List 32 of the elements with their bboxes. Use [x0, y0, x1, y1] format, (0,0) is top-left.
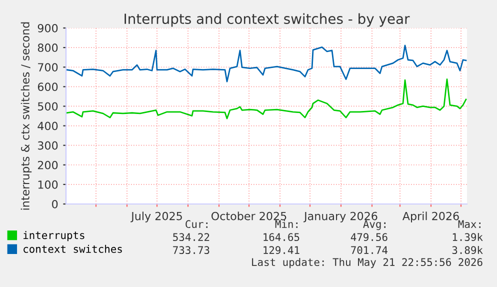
y-tick-label: 800 — [38, 44, 58, 52]
text: Last update: Thu May 21 22:55:56 2026 — [252, 258, 482, 268]
legend-label: context switches — [24, 244, 122, 253]
y-axis-title: interrupts & ctx switches / second — [20, 22, 32, 210]
text: 733.73 — [173, 246, 210, 254]
x-tick-label: October 2025 — [211, 212, 286, 220]
y-tick-label: 400 — [38, 122, 58, 130]
text: 534.22 — [173, 233, 210, 242]
y-tick-label: 300 — [38, 141, 58, 150]
legend-label: interrupts — [23, 231, 84, 242]
text: Cur: — [186, 220, 208, 228]
text: 1.39k — [452, 232, 483, 242]
y-tick-label: 600 — [38, 82, 58, 92]
y-tick-label: 700 — [38, 63, 58, 72]
text: 164.65 — [264, 233, 300, 242]
y-tick-label: 100 — [38, 180, 58, 189]
chart-title: Interrupts and context switches - by year — [124, 13, 410, 27]
text: Min: — [275, 220, 298, 228]
line-series — [66, 78, 467, 120]
text: Avg: — [363, 220, 386, 230]
x-tick-label: April 2026 — [402, 212, 459, 222]
text: 479.56 — [350, 233, 388, 242]
y-tick-label: 200 — [38, 160, 58, 170]
text: Max: — [458, 220, 480, 228]
text: 701.74 — [351, 246, 388, 254]
x-tick-label: July 2025 — [130, 212, 182, 222]
y-tick-label: 900 — [38, 24, 58, 32]
line-series — [66, 44, 467, 82]
text: 129.41 — [264, 246, 300, 254]
y-tick-label: 0 — [52, 200, 58, 208]
text: 3.89k — [452, 246, 483, 254]
y-tick-label: 500 — [38, 102, 58, 111]
